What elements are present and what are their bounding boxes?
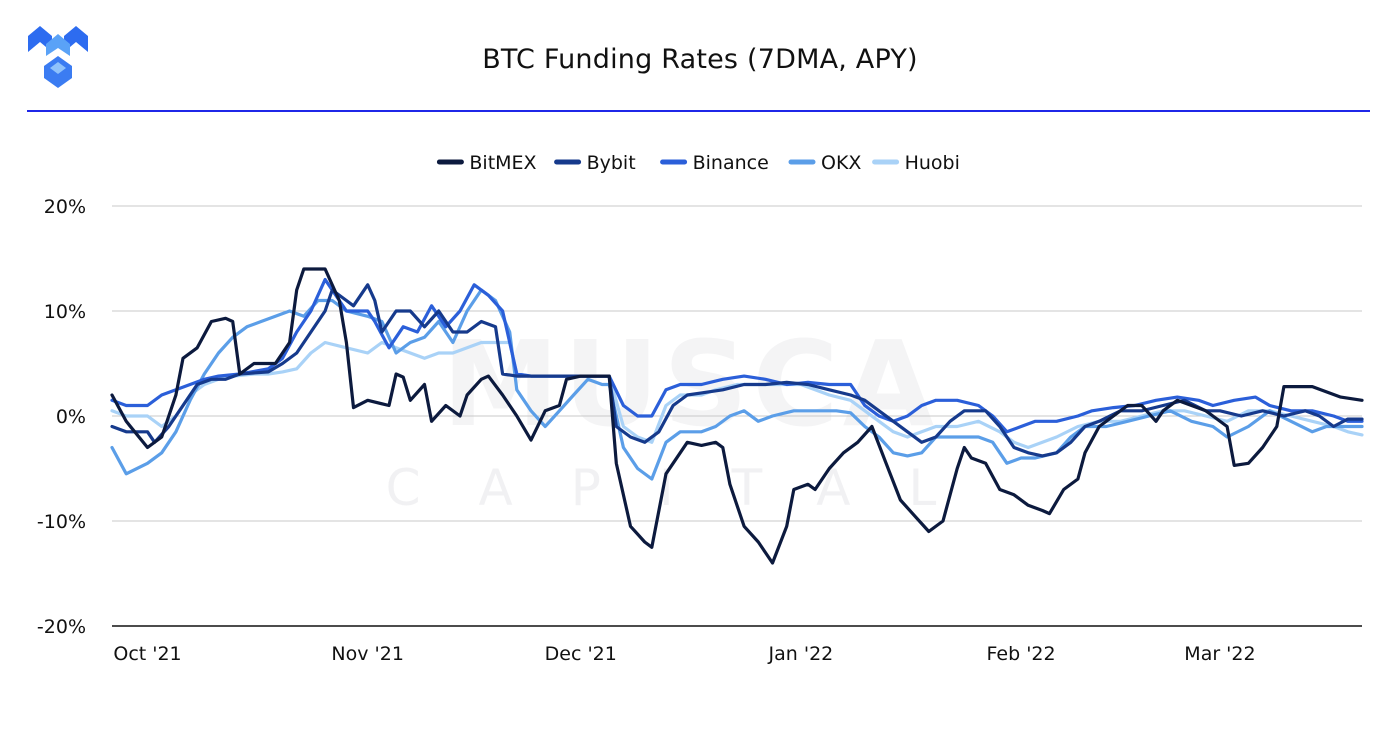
series-line-okx [110, 288, 1364, 481]
x-tick-label: Mar '22 [1184, 643, 1255, 665]
series-line-bybit [110, 283, 1364, 458]
chart-legend: BitMEX Bybit Binance OKX Huobi [436, 152, 960, 174]
y-axis-ticks: 20% 10% 0% -10% -20% [37, 196, 86, 638]
legend-label: Binance [693, 152, 769, 174]
series-line-binance [110, 277, 1364, 434]
legend-item-binance: Binance [660, 152, 769, 174]
x-tick-label: Dec '21 [545, 643, 617, 665]
legend-item-okx: OKX [788, 152, 861, 174]
y-tick-label: 0% [56, 406, 86, 428]
y-tick-label: -20% [37, 616, 86, 638]
y-tick-label: 20% [44, 196, 86, 218]
legend-item-bitmex: BitMEX [436, 152, 537, 174]
y-tick-label: 10% [44, 301, 86, 323]
legend-label: Bybit [587, 152, 636, 174]
x-axis-ticks: Oct '21 Nov '21 Dec '21 Jan '22 Feb '22 Mar '… [113, 643, 1255, 665]
gridlines [112, 205, 1362, 627]
series-line-bitmex [110, 267, 1364, 565]
series-lines [110, 267, 1364, 565]
x-tick-label: Jan '22 [768, 643, 834, 665]
header-divider [27, 110, 1370, 112]
y-tick-label: -10% [37, 511, 86, 533]
musca-m-logo-icon [28, 26, 88, 88]
legend-item-huobi: Huobi [872, 152, 960, 174]
chart-title: BTC Funding Rates (7DMA, APY) [482, 44, 918, 75]
x-tick-label: Nov '21 [331, 643, 404, 665]
legend-label: OKX [821, 152, 861, 174]
x-tick-label: Feb '22 [987, 643, 1056, 665]
x-tick-label: Oct '21 [113, 643, 181, 665]
legend-item-bybit: Bybit [554, 152, 636, 174]
chart-header: BTC Funding Rates (7DMA, APY) [0, 0, 1400, 112]
series-line-huobi [110, 340, 1364, 450]
legend-label: Huobi [905, 152, 960, 174]
legend-label: BitMEX [469, 152, 536, 174]
